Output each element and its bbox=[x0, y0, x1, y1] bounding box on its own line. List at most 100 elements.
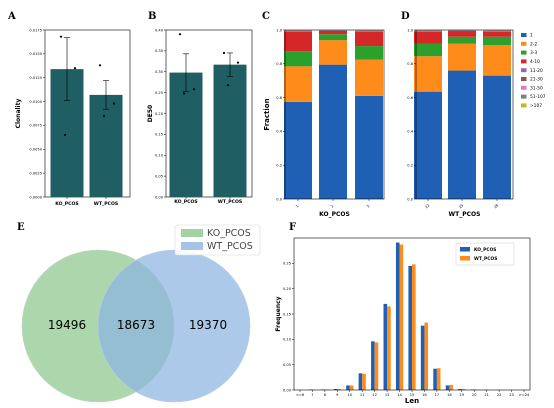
len-bar-ko-pcos bbox=[420, 325, 425, 390]
x-tick-label: 12 bbox=[372, 393, 377, 397]
len-bar-wt-pcos bbox=[374, 342, 379, 390]
len-bar-wt-pcos bbox=[424, 322, 429, 390]
y-tick-label: 0.0 bbox=[407, 197, 413, 201]
len-bar-wt-pcos bbox=[436, 368, 441, 390]
data-point bbox=[73, 67, 77, 70]
stack-segment-4-10 bbox=[448, 31, 476, 37]
y-tick-label: 0.05 bbox=[155, 174, 163, 178]
venn-only-ko-count: 19496 bbox=[48, 318, 86, 332]
x-tick-label: WT_PCOS bbox=[218, 199, 242, 205]
x-tick-label: 22 bbox=[497, 393, 502, 397]
len-legend-label: WT_PCOS bbox=[474, 256, 497, 262]
y-tick-label: 1.0 bbox=[276, 28, 282, 32]
venn-only-wt-count: 19370 bbox=[189, 318, 227, 332]
venn-legend-swatch-wt bbox=[181, 242, 203, 250]
panel-d-wt-fraction-chart: 22 25 28 0.0 0.2 0.4 0.6 0.8 1.0 WT_PCOS 1 2-2 3-3 4-… bbox=[407, 28, 545, 218]
x-tick-label: 10 bbox=[347, 393, 352, 397]
x-tick-label: 20 bbox=[472, 393, 477, 397]
venn-legend-label-wt: WT_PCOS bbox=[207, 241, 253, 252]
x-tick-label: 19 bbox=[459, 393, 464, 397]
y-axis-label: Frequency bbox=[275, 296, 282, 331]
stack-segment-3-3 bbox=[319, 34, 347, 41]
stack-segment-1 bbox=[319, 64, 347, 200]
x-tick-label: 15 bbox=[410, 393, 415, 397]
stack-segment-4-10 bbox=[319, 30, 347, 35]
len-bar-ko-pcos bbox=[395, 242, 400, 390]
legend-label: 21-30 bbox=[530, 77, 543, 83]
x-tick-label: >=24 bbox=[519, 393, 530, 397]
len-bar-ko-pcos bbox=[358, 373, 363, 390]
len-legend-swatch bbox=[460, 256, 470, 261]
y-tick-label: 0.0050 bbox=[29, 148, 42, 152]
stack-segment-11-20 bbox=[414, 31, 442, 32]
x-tick-label: 17 bbox=[435, 393, 440, 397]
data-point bbox=[59, 35, 63, 38]
stack-segment-1 bbox=[414, 91, 442, 199]
y-tick-label: 0.4 bbox=[276, 130, 282, 134]
x-tick-label: KO_PCOS bbox=[55, 201, 79, 207]
stack-segment-11-20 bbox=[483, 31, 511, 32]
legend-label: 31-50 bbox=[530, 85, 543, 91]
y-tick-label: 0.0100 bbox=[29, 100, 42, 104]
data-point bbox=[222, 51, 226, 55]
y-tick-label: 0.30 bbox=[155, 70, 164, 74]
plot-frame bbox=[284, 29, 385, 200]
len-bar-ko-pcos bbox=[346, 385, 350, 390]
plot-frame bbox=[415, 29, 514, 200]
venn-intersection-count: 18673 bbox=[117, 318, 155, 332]
y-tick-label: 0.05 bbox=[283, 363, 291, 367]
venn-legend-label-ko: KO_PCOS bbox=[207, 228, 251, 239]
len-legend-swatch bbox=[460, 247, 470, 252]
x-tick-label: 25 bbox=[458, 203, 464, 209]
data-point bbox=[226, 84, 230, 87]
y-tick-label: 0.10 bbox=[155, 154, 164, 158]
y-tick-label: 0.6 bbox=[407, 96, 413, 100]
len-bar-wt-pcos bbox=[399, 244, 404, 390]
len-legend-box bbox=[455, 242, 515, 266]
len-bar-ko-pcos bbox=[458, 388, 462, 390]
y-tick-label: 0.15 bbox=[155, 133, 163, 137]
data-point bbox=[182, 92, 186, 95]
stack-segment-1 bbox=[284, 101, 312, 199]
y-tick-label: 0.2 bbox=[276, 164, 282, 168]
x-tick-label: 8 bbox=[324, 393, 327, 397]
stack-segment-4-10 bbox=[414, 31, 442, 44]
stack-segment-1 bbox=[448, 70, 476, 199]
panel-c-ko-fraction-chart: 1 2 3 0.0 0.2 0.4 0.6 0.8 1.0 KO_PCOS Fraction bbox=[263, 28, 385, 218]
y-tick-label: 0.2 bbox=[407, 164, 413, 168]
y-tick-label: 0.00 bbox=[155, 195, 164, 199]
y-tick-label: 0.4 bbox=[407, 130, 413, 134]
x-tick-label: 7 bbox=[311, 393, 313, 397]
y-axis-label: Fraction bbox=[263, 98, 271, 130]
x-tick-label: 13 bbox=[385, 393, 390, 397]
y-axis-label: Clonality bbox=[15, 99, 22, 129]
y-axis-label: DE50 bbox=[147, 105, 154, 122]
panel-label-c: C bbox=[262, 11, 270, 22]
len-bar-wt-pcos bbox=[349, 385, 354, 390]
len-bar-wt-pcos bbox=[449, 384, 453, 390]
len-bar-ko-pcos bbox=[371, 341, 375, 390]
x-tick-label: <=6 bbox=[296, 393, 305, 397]
y-tick-label: 0.8 bbox=[276, 62, 282, 66]
len-bar-wt-pcos bbox=[337, 388, 341, 390]
y-tick-label: 0.15 bbox=[283, 312, 291, 316]
stack-segment-4-10 bbox=[483, 31, 511, 37]
len-bar-wt-pcos bbox=[412, 264, 416, 390]
legend-swatch-3-3 bbox=[521, 50, 527, 55]
legend-label: 51-107 bbox=[530, 94, 546, 100]
panel-label-d: D bbox=[401, 11, 410, 22]
x-tick-label: WT_PCOS bbox=[94, 201, 118, 207]
x-tick-label: 21 bbox=[484, 393, 489, 397]
stack-segment-2-2 bbox=[414, 56, 442, 92]
data-point bbox=[192, 88, 196, 91]
x-tick-label: 1 bbox=[295, 204, 299, 208]
panel-a-clonality-chart: 0.0000 0.0025 0.0050 0.0075 0.0100 0.0125 0.01… bbox=[15, 28, 131, 207]
y-tick-label: 0.40 bbox=[155, 28, 164, 32]
y-tick-label: 0.0025 bbox=[29, 171, 42, 175]
legend-label: 1 bbox=[530, 33, 533, 39]
legend-label: 3-3 bbox=[530, 50, 537, 56]
x-tick-label: KO_PCOS bbox=[174, 199, 198, 205]
stack-segment-4-10 bbox=[284, 31, 312, 52]
y-tick-label: 0.25 bbox=[155, 91, 163, 95]
